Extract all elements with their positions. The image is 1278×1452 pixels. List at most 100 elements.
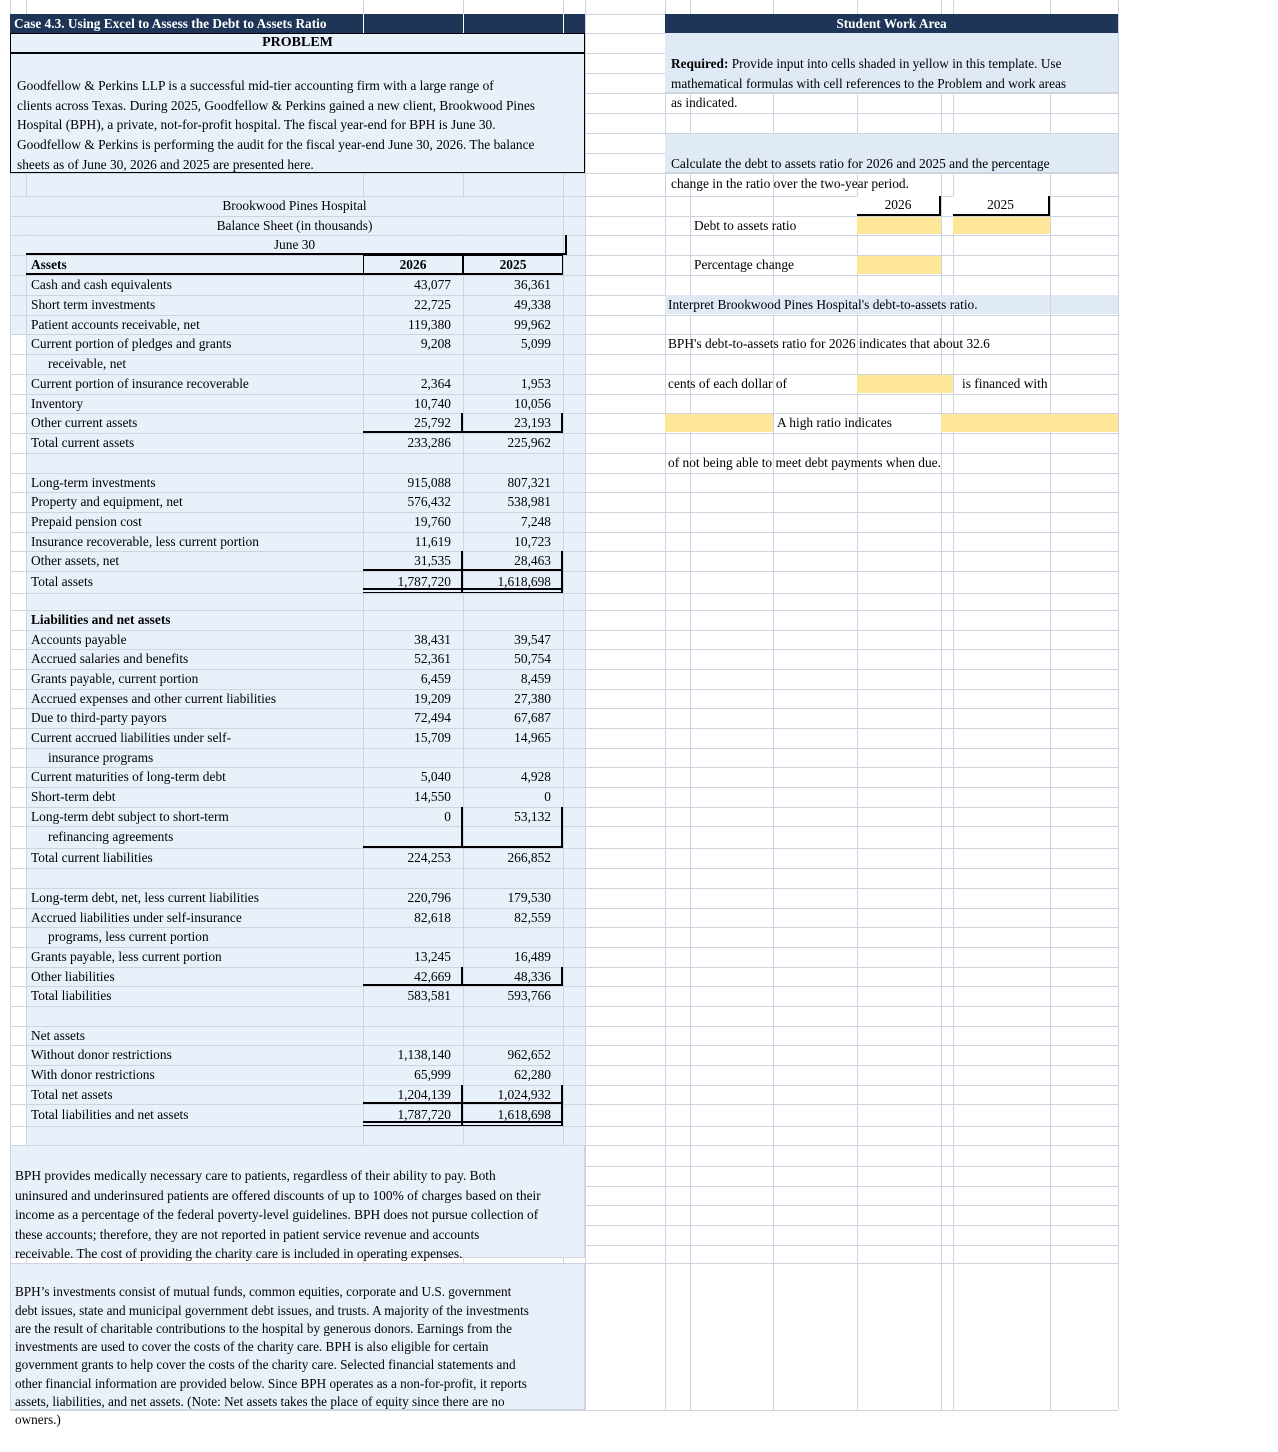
debt-ratio-label: Debt to assets ratio — [694, 218, 797, 233]
bs-row-label: Accounts payable — [31, 632, 127, 647]
bs-value-2025: 179,530 — [507, 890, 551, 905]
bs-value-2025: 39,547 — [514, 632, 551, 647]
border — [26, 273, 563, 276]
bs-row-label: Accrued salaries and benefits — [31, 651, 189, 666]
bs-row-label: Current portion of insurance recoverable — [31, 376, 249, 391]
bs-value-2026: 220,796 — [407, 890, 451, 905]
border-tick — [461, 1104, 464, 1126]
bs-row-label: Accrued expenses and other current liabi… — [31, 691, 277, 706]
bs-col-2025: 2025 — [463, 255, 563, 275]
bs-value-2025: 10,056 — [514, 396, 551, 411]
divider — [563, 14, 564, 33]
bs-value-2025: 48,336 — [514, 969, 551, 984]
interpret-line1: BPH's debt-to-assets ratio for 2026 indi… — [668, 336, 990, 351]
bs-row-label: receivable, net — [48, 356, 127, 371]
border-tick — [461, 551, 464, 571]
bs-value-2025: 99,962 — [514, 317, 551, 332]
border-tick — [561, 967, 564, 986]
bs-value-2025: 67,687 — [514, 710, 551, 725]
bs-row-label: Accrued liabilities under self-insurance — [31, 910, 242, 925]
bs-value-2025: 266,852 — [507, 850, 551, 865]
bs-value-2026: 52,361 — [414, 651, 451, 666]
interpret-line2b: is financed with — [962, 376, 1048, 391]
bs-row-label: With donor restrictions — [31, 1067, 155, 1082]
case-title-bar: Case 4.3. Using Excel to Assess the Debt… — [10, 14, 585, 33]
bs-value-2025: 225,962 — [507, 435, 551, 450]
bs-row-label: programs, less current portion — [48, 929, 209, 944]
bs-value-2026: 9,208 — [420, 336, 451, 351]
bs-value-2026: 576,432 — [407, 494, 451, 509]
required-label: Required: — [671, 56, 729, 72]
bs-value-2025: 62,280 — [514, 1067, 551, 1082]
bs-value-2026: 1,204,139 — [397, 1087, 451, 1102]
border-tick — [561, 1085, 564, 1104]
bs-row-label: Short-term debt — [31, 789, 116, 804]
bs-row-label: Total current assets — [31, 435, 135, 450]
bs-value-2025: 1,618,698 — [497, 574, 551, 589]
bs-value-2026: 19,760 — [414, 514, 451, 529]
bs-value-2026: 583,581 — [407, 988, 451, 1003]
pct-change-label: Percentage change — [694, 257, 794, 272]
bs-value-2025: 1,953 — [520, 376, 551, 391]
bs-value-2025: 53,132 — [514, 809, 551, 824]
border-tick — [561, 551, 564, 571]
input-debt-ratio-2026[interactable] — [857, 217, 941, 234]
bs-title-statement: Balance Sheet (in thousands) — [26, 217, 563, 234]
bs-value-2026: 25,792 — [414, 415, 451, 430]
interpret-line2a: cents of each dollar of — [668, 376, 787, 391]
note-gap — [10, 1258, 585, 1263]
bs-value-2026: 38,431 — [414, 632, 451, 647]
required-text: Provide input into cells shaded in yello… — [671, 56, 1067, 111]
input-debt-ratio-2025[interactable] — [953, 217, 1050, 234]
bs-value-2026: 82,618 — [414, 910, 451, 925]
bs-value-2025: 5,099 — [520, 336, 551, 351]
bs-value-2026: 915,088 — [407, 475, 451, 490]
bs-row-label: Total assets — [31, 574, 93, 589]
bs-value-2026: 1,787,720 — [397, 1107, 451, 1122]
bs-value-2025: 807,321 — [507, 475, 551, 490]
bs-value-2026: 65,999 — [414, 1067, 451, 1082]
bs-value-2026: 15,709 — [414, 730, 451, 745]
border-tick — [461, 826, 464, 848]
bs-value-2025: 16,489 — [514, 949, 551, 964]
bs-row-label: insurance programs — [48, 750, 154, 765]
bs-value-2025: 538,981 — [507, 494, 551, 509]
wa-col-2025: 2025 — [953, 196, 1050, 216]
problem-title: PROBLEM — [10, 33, 585, 53]
bs-value-2026: 43,077 — [414, 277, 451, 292]
note-charity-care: BPH provides medically necessary care to… — [10, 1145, 585, 1261]
bs-row-label: Grants payable, current portion — [31, 671, 199, 686]
work-area-title: Student Work Area — [836, 16, 947, 31]
bs-row-label: Long-term investments — [31, 475, 156, 490]
bs-value-2025: 10,723 — [514, 534, 551, 549]
input-financed-numerator[interactable] — [857, 375, 953, 393]
bs-value-2026: 224,253 — [407, 850, 451, 865]
interpret-line4: of not being able to meet debt payments … — [668, 455, 941, 470]
bs-value-2026: 6,459 — [420, 671, 451, 686]
input-high-ratio[interactable] — [941, 414, 1118, 432]
bs-value-2025: 14,965 — [514, 730, 551, 745]
bs-row-label: Due to third-party payors — [31, 710, 167, 725]
bs-value-2026: 1,787,720 — [397, 574, 451, 589]
bs-value-2026: 31,535 — [414, 553, 451, 568]
bs-row-label: Other current assets — [31, 415, 138, 430]
bs-row-label: Other assets, net — [31, 553, 120, 568]
bs-value-2025: 49,338 — [514, 297, 551, 312]
bs-col-2026: 2026 — [363, 255, 463, 275]
bs-row-label: Prepaid pension cost — [31, 514, 142, 529]
bs-value-2026: 0 — [444, 809, 451, 824]
bs-value-2025: 1,618,698 — [497, 1107, 551, 1122]
bs-value-2026: 19,209 — [414, 691, 451, 706]
interpret-band — [665, 295, 1118, 314]
bs-row-label: Cash and cash equivalents — [31, 277, 172, 292]
bs-row-label: Insurance recoverable, less current port… — [31, 534, 259, 549]
bs-value-2026: 14,550 — [414, 789, 451, 804]
border-tick — [561, 826, 564, 848]
bs-value-2025: 0 — [544, 789, 551, 804]
wa-col-2026: 2026 — [857, 196, 941, 216]
bs-value-2026: 2,364 — [420, 376, 451, 391]
divider — [363, 14, 364, 33]
input-pct-change[interactable] — [857, 256, 941, 274]
input-financed-with[interactable] — [665, 414, 773, 432]
